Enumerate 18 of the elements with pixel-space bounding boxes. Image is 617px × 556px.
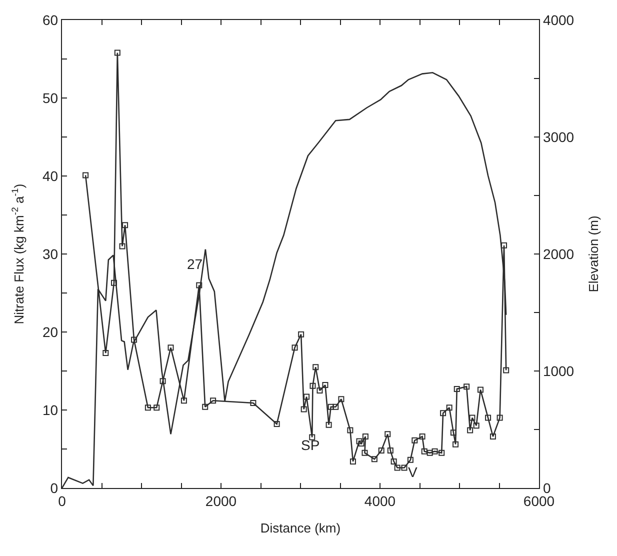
y-tick-label: 20 bbox=[42, 324, 58, 340]
annotation: SP bbox=[301, 437, 320, 453]
x-tick-label: 4000 bbox=[364, 492, 396, 509]
x-tick-label: 2000 bbox=[205, 492, 237, 509]
y2-tick-label: 4000 bbox=[542, 12, 574, 28]
y-tick-label: 50 bbox=[42, 90, 58, 106]
y2-tick-label: 3000 bbox=[542, 128, 574, 145]
y-tick-label: 30 bbox=[42, 246, 58, 262]
x-axis-title: Distance (km) bbox=[260, 520, 341, 536]
y-tick-label: 60 bbox=[42, 12, 58, 28]
y-tick-label: 40 bbox=[42, 168, 58, 184]
y2-axis-title: Elevation (m) bbox=[586, 216, 601, 292]
y-tick-label: 0 bbox=[50, 480, 58, 496]
y2-tick-label: 1000 bbox=[542, 362, 574, 379]
y2-tick-label: 2000 bbox=[542, 246, 574, 262]
y-tick-label: 10 bbox=[42, 402, 58, 418]
annotation: 27 bbox=[187, 256, 203, 272]
annotation: V bbox=[408, 464, 418, 480]
